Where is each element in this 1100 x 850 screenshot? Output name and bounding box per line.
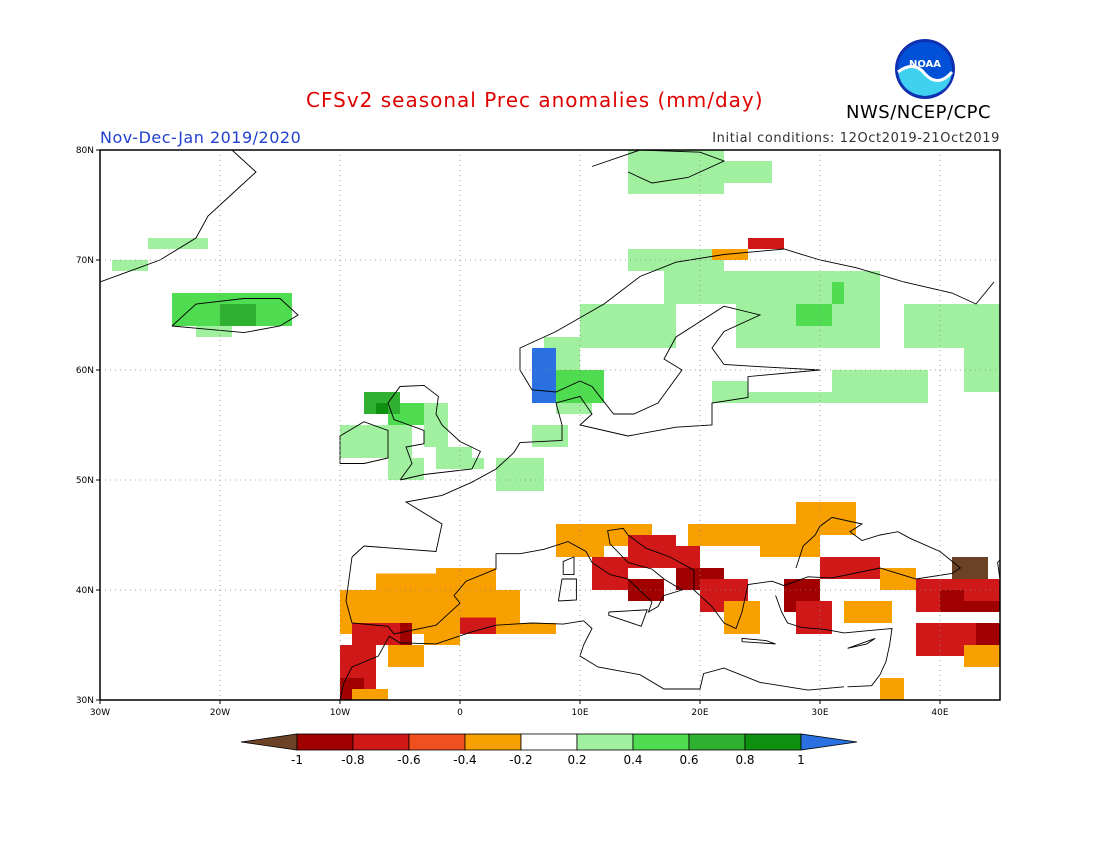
- lat-tick-label: 60N: [76, 366, 94, 376]
- lon-tick-label: 30W: [90, 708, 110, 718]
- lon-tick-label: 20W: [210, 708, 230, 718]
- lon-tick-label: 30E: [811, 708, 828, 718]
- map-title: CFSv2 seasonal Prec anomalies (mm/day): [306, 88, 764, 112]
- colorbar-tick-label: 1: [797, 753, 805, 767]
- colorbar-swatch: [408, 733, 466, 751]
- noaa-logo-icon: NOAA: [895, 39, 955, 99]
- colorbar-swatch: [296, 733, 354, 751]
- lon-tick-label: 10W: [330, 708, 350, 718]
- colorbar-swatch: [800, 733, 858, 751]
- season-label: Nov-Dec-Jan 2019/2020: [100, 128, 302, 147]
- lat-tick-label: 40N: [76, 586, 94, 596]
- agency-label: NWS/NCEP/CPC: [846, 102, 992, 123]
- colorbar-swatch: [744, 733, 802, 751]
- colorbar-tick-label: 0.8: [735, 753, 754, 767]
- colorbar-tick-label: -0.8: [341, 753, 364, 767]
- lat-tick-label: 80N: [76, 146, 94, 156]
- colorbar-tick-label: -0.6: [397, 753, 420, 767]
- colorbar-swatch: [352, 733, 410, 751]
- colorbar-tick-label: -1: [291, 753, 303, 767]
- colorbar-tick-label: -0.4: [453, 753, 476, 767]
- colorbar-tick-label: 0.2: [567, 753, 586, 767]
- map-gridlines: [100, 150, 1000, 700]
- colorbar-swatch: [464, 733, 522, 751]
- lon-tick-label: 0: [457, 708, 463, 718]
- lat-tick-label: 70N: [76, 256, 94, 266]
- colorbar-tick-label: 0.4: [623, 753, 642, 767]
- lat-tick-label: 50N: [76, 476, 94, 486]
- colorbar-tick-label: -0.2: [509, 753, 532, 767]
- colorbar-tick-label: 0.6: [679, 753, 698, 767]
- colorbar-swatch: [632, 733, 690, 751]
- anomaly-cells: [112, 150, 1000, 700]
- colorbar-swatch: [688, 733, 746, 751]
- initial-conditions-label: Initial conditions: 12Oct2019-21Oct2019: [712, 131, 1000, 146]
- lon-tick-label: 20E: [691, 708, 708, 718]
- colorbar-swatch: [240, 733, 298, 751]
- colorbar-swatch: [576, 733, 634, 751]
- lon-tick-label: 40E: [931, 708, 948, 718]
- map-frame: [99, 149, 1001, 701]
- colorbar-swatch: [520, 733, 578, 751]
- svg-text:NOAA: NOAA: [909, 59, 941, 70]
- longitude-ticks: 30W 20W 10W 0 10E 20E 30E 40E: [90, 700, 949, 718]
- lon-tick-label: 10E: [571, 708, 588, 718]
- lat-tick-label: 30N: [76, 696, 94, 706]
- latitude-ticks: 30N 40N 50N 60N 70N 80N: [76, 146, 100, 706]
